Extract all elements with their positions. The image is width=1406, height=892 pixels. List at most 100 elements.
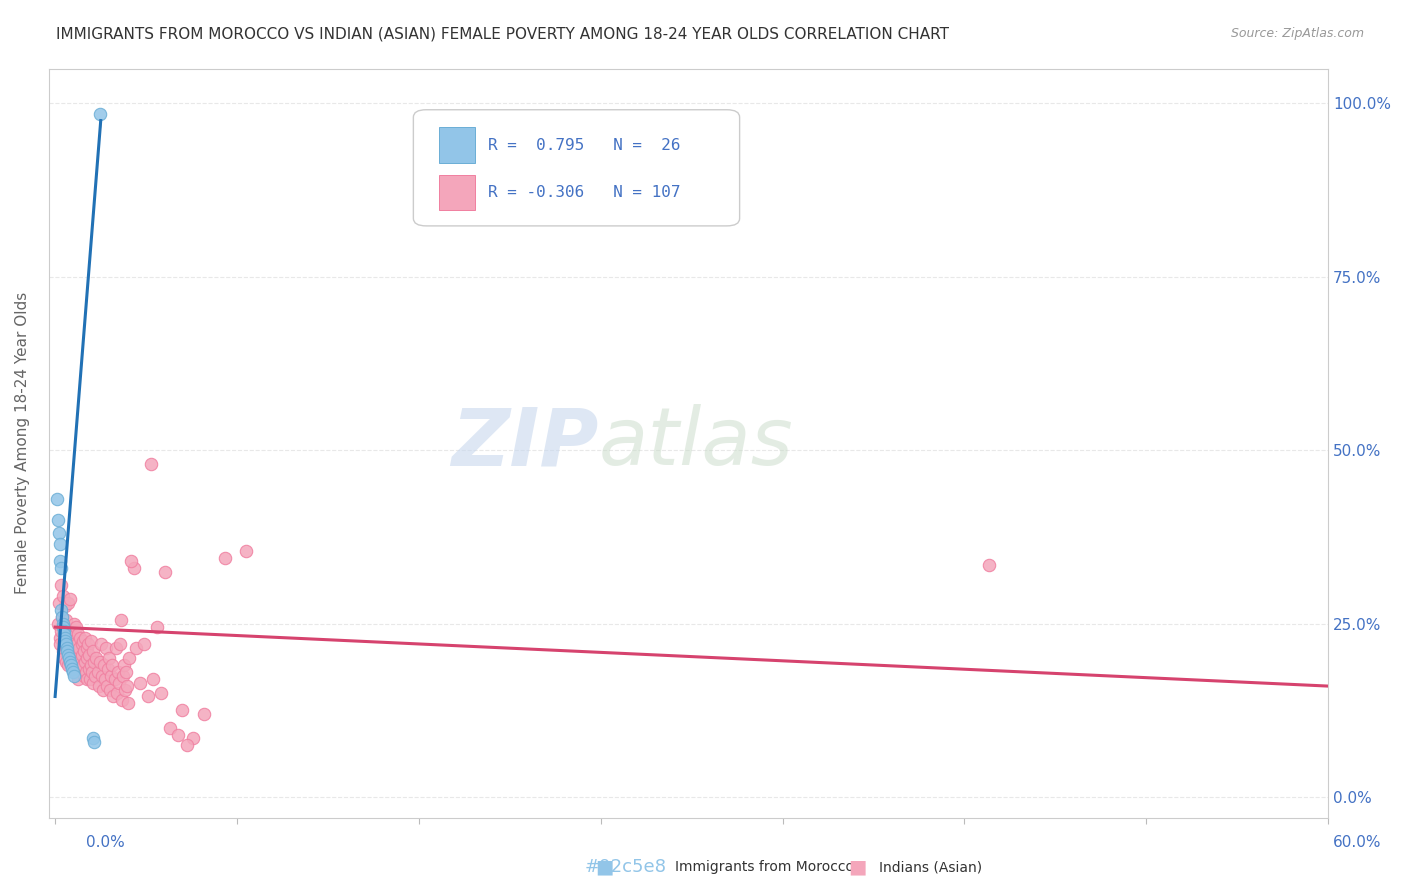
Point xyxy=(87,679,110,693)
Point xyxy=(60,662,83,676)
Point xyxy=(55,637,77,651)
Point xyxy=(53,631,76,645)
FancyBboxPatch shape xyxy=(413,110,740,226)
Point xyxy=(56,644,79,658)
Point xyxy=(52,634,75,648)
Point xyxy=(115,665,138,680)
Point xyxy=(69,655,91,669)
Point xyxy=(59,592,82,607)
Point xyxy=(59,655,82,669)
Point xyxy=(58,648,80,662)
Point xyxy=(62,665,84,680)
Point xyxy=(79,672,101,686)
Point xyxy=(60,658,83,673)
Point xyxy=(82,665,104,680)
Point xyxy=(53,631,76,645)
Point xyxy=(89,655,111,669)
Point xyxy=(84,668,107,682)
Point xyxy=(56,640,79,655)
Point xyxy=(138,690,160,704)
Point xyxy=(53,599,76,614)
Point xyxy=(134,637,156,651)
Text: Indians (Asian): Indians (Asian) xyxy=(879,860,981,874)
Point xyxy=(63,637,86,651)
Point xyxy=(83,734,105,748)
Point xyxy=(55,637,77,651)
Point xyxy=(46,491,69,506)
Point xyxy=(76,651,98,665)
Point xyxy=(104,640,127,655)
Point xyxy=(122,561,145,575)
Text: ■: ■ xyxy=(595,857,614,877)
Point xyxy=(103,690,125,704)
Point xyxy=(49,561,72,575)
Point xyxy=(67,672,90,686)
Text: 60.0%: 60.0% xyxy=(1333,836,1381,850)
Point xyxy=(70,662,93,676)
Text: R =  0.795   N =  26: R = 0.795 N = 26 xyxy=(488,137,681,153)
Point xyxy=(49,637,72,651)
Point xyxy=(63,668,86,682)
Point xyxy=(114,682,136,697)
Text: 0.0%: 0.0% xyxy=(86,836,125,850)
Point xyxy=(97,662,120,676)
Point xyxy=(117,697,139,711)
Point xyxy=(98,682,121,697)
Point xyxy=(49,554,72,568)
Point xyxy=(76,672,98,686)
Point xyxy=(63,665,86,680)
Point xyxy=(65,655,87,669)
Point xyxy=(53,627,76,641)
Point xyxy=(193,706,215,721)
Point xyxy=(100,668,122,682)
Point xyxy=(159,721,181,735)
Point xyxy=(139,457,162,471)
Point xyxy=(58,644,80,658)
Point xyxy=(58,658,80,673)
Point xyxy=(89,106,111,120)
Point xyxy=(73,655,96,669)
Text: #92c5e8: #92c5e8 xyxy=(585,858,666,876)
Text: atlas: atlas xyxy=(599,404,793,483)
Bar xyxy=(439,128,475,162)
Point xyxy=(59,655,82,669)
Point xyxy=(73,668,96,682)
Point xyxy=(69,631,91,645)
Point xyxy=(55,640,77,655)
Point xyxy=(111,668,134,682)
Point xyxy=(111,693,134,707)
Point xyxy=(58,651,80,665)
Point xyxy=(49,631,72,645)
Point xyxy=(69,651,91,665)
Point xyxy=(977,558,1000,572)
Point xyxy=(77,637,100,651)
Point xyxy=(53,651,76,665)
Point xyxy=(58,624,80,638)
Point xyxy=(66,648,89,662)
Point xyxy=(101,658,124,673)
Point xyxy=(48,596,70,610)
Point xyxy=(80,658,103,673)
Point xyxy=(172,703,194,717)
Point xyxy=(62,634,84,648)
Point xyxy=(105,686,128,700)
Point xyxy=(73,644,96,658)
Point xyxy=(62,658,84,673)
Point xyxy=(72,634,94,648)
Point xyxy=(77,648,100,662)
Point xyxy=(51,616,73,631)
Point xyxy=(103,672,125,686)
Point xyxy=(52,589,75,603)
Point xyxy=(94,672,117,686)
Point xyxy=(146,620,169,634)
Point xyxy=(110,613,132,627)
Point xyxy=(60,651,83,665)
Point xyxy=(90,668,112,682)
Point xyxy=(121,554,143,568)
Point xyxy=(80,634,103,648)
Point xyxy=(66,627,89,641)
Point xyxy=(75,665,97,680)
Point xyxy=(65,644,87,658)
Point xyxy=(62,616,84,631)
Point xyxy=(51,624,73,638)
